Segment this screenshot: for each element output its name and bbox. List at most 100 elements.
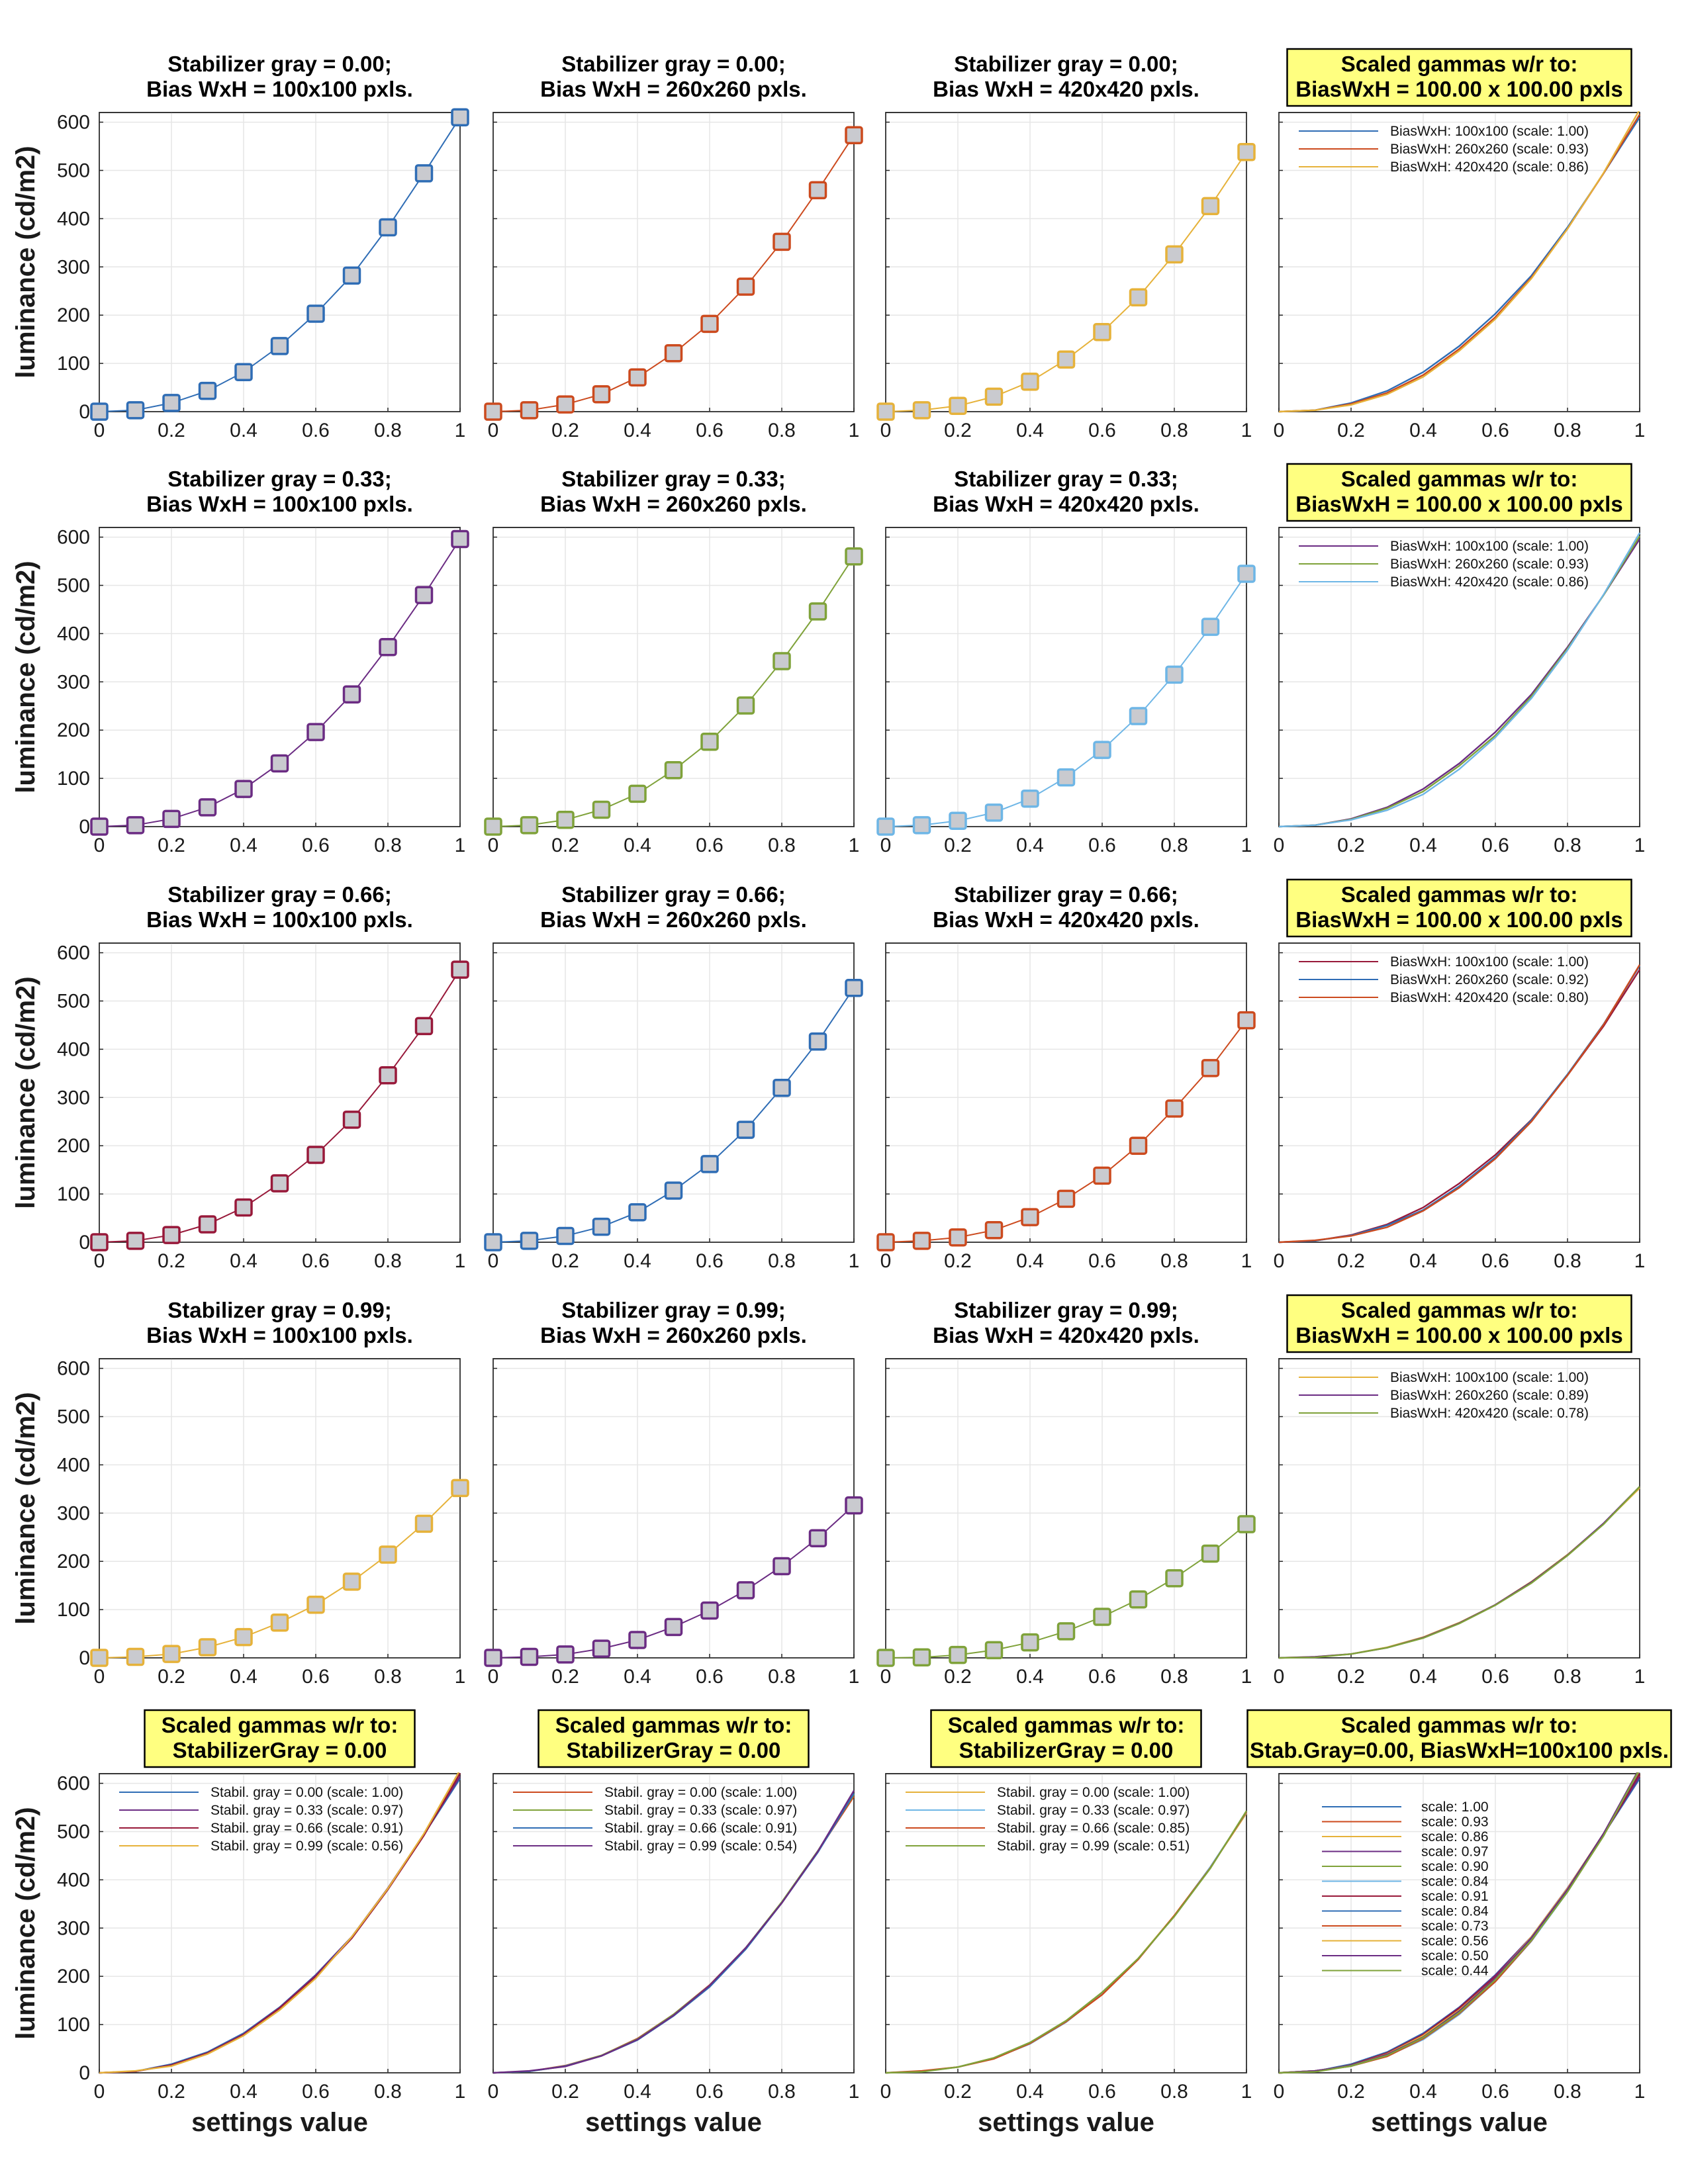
subplot-title-line1: Scaled gammas w/r to: [948,1713,1185,1737]
axes-box [99,942,461,1243]
x-tick-label: 1 [1241,2081,1252,2103]
x-tick-label: 0.2 [551,420,579,441]
data-marker [912,816,931,835]
subplot-title-line2: Bias WxH = 100x100 pxls. [146,77,413,101]
subplot-r3-c0: 0 0.2 0.4 0.6 0.8 1 0 100 200 300 400 500 600 Stabili… [11,1298,469,1688]
data-marker [126,1647,145,1666]
subplot-title-line2: BiasWxH = 100.00 x 100.00 pxls [1295,77,1622,101]
y-tick-label: 0 [79,816,90,838]
x-tick-label: 0.8 [1160,835,1188,856]
axes-frame [1278,1358,1640,1659]
y-tick-label: 100 [57,2014,90,2036]
axes-frame [1278,1773,1640,2073]
axes-frame [99,942,461,1243]
data-marker [1237,565,1256,583]
data-marker [845,1496,863,1515]
legend: BiasWxH: 100x100 (scale: 1.00) BiasWxH: 2… [1299,124,1589,175]
x-tick-label: 1 [849,1250,860,1272]
subplot-title-line2: Bias WxH = 260x260 pxls. [540,492,807,516]
x-tick-label: 0.6 [1088,420,1116,441]
data-marker [520,1232,539,1250]
axes-frame [492,112,855,412]
series-line [1279,111,1640,413]
axes-box [99,1358,461,1659]
legend-entry: Stabil. gray = 0.33 (scale: 0.97) [997,1803,1190,1818]
subplot-title-line1: Stabilizer gray = 0.00; [954,52,1178,76]
x-tick-label: 1 [1241,835,1252,856]
data-marker [270,754,289,773]
data-marker [90,1233,109,1251]
x-tick-label: 0.2 [551,2081,579,2103]
x-tick-label: 0.8 [1554,1666,1581,1688]
x-tick-label: 1 [1634,420,1646,441]
x-tick-label: 0 [488,1666,499,1688]
axes-box [885,1358,1247,1659]
title-highlight-box [1286,878,1632,938]
data-marker [912,1232,931,1250]
data-marker [234,363,253,381]
subplot-r0-c1: 0 0.2 0.4 0.6 0.8 1 Stabilizer gray = 0.00;Bia… [484,52,863,441]
x-tick-label: 0.6 [1088,1250,1116,1272]
y-tick-label: 100 [57,768,90,790]
x-tick-label: 0.6 [1088,2081,1116,2103]
title-highlight-box [930,1709,1202,1768]
data-marker [808,602,827,621]
subplot-title-line1: Stabilizer gray = 0.99; [954,1298,1178,1322]
data-marker [556,1645,575,1664]
axes-frame [885,1358,1247,1659]
plot-area [1279,964,1641,1244]
y-tick-label: 600 [57,1773,90,1795]
axes-box [99,527,461,827]
title-highlight-box [144,1709,416,1768]
y-tick-label: 100 [57,1183,90,1205]
x-tick-label: 1 [1634,1666,1646,1688]
legend: Stabil. gray = 0.00 (scale: 1.00) Stabil.… [119,1785,403,1854]
subplot-title-line2: Bias WxH = 420x420 pxls. [933,77,1199,101]
axes-box [99,112,461,412]
title-highlight-box [1286,48,1632,107]
data-marker [700,314,719,334]
data-marker [949,811,967,831]
x-tick-label: 0.4 [1409,1250,1437,1272]
data-marker [1021,1208,1039,1226]
x-tick-label: 0.4 [1409,835,1437,856]
x-tick-label: 0.2 [551,1666,579,1688]
data-marker [379,218,397,237]
data-marker [1201,617,1220,636]
data-marker [628,1203,647,1222]
y-axis-label: luminance (cd/m2) [11,1392,40,1624]
y-tick-label: 600 [57,942,90,964]
axes-frame [99,1358,461,1659]
data-marker [1201,1544,1220,1563]
x-axis-label: settings value [978,2108,1154,2137]
data-marker [451,108,469,127]
x-tick-label: 1 [1241,420,1252,441]
y-tick-label: 500 [57,1406,90,1428]
x-tick-label: 1 [849,1666,860,1688]
axes-frame [492,942,855,1243]
axes-frame [492,527,855,827]
data-marker [912,1648,931,1667]
data-marker [808,181,827,200]
legend-entry: BiasWxH: 260x260 (scale: 0.92) [1390,972,1589,987]
subplot-title-line1: Scaled gammas w/r to: [1341,1713,1578,1737]
subplot-title-line2: Bias WxH = 420x420 pxls. [933,492,1199,516]
plot-area [1279,1486,1640,1659]
legend-entry: scale: 0.84 [1421,1874,1489,1889]
x-tick-label: 0.8 [374,2081,402,2103]
y-tick-label: 300 [57,1917,90,1939]
subplot-title-line1: Stabilizer gray = 0.99; [561,1298,785,1322]
title-highlight-box [1286,463,1632,522]
data-marker [984,803,1004,822]
subplot-title-line2: Bias WxH = 420x420 pxls. [933,1323,1199,1347]
series-line [1279,964,1641,1244]
subplot-title-line1: Scaled gammas w/r to: [555,1713,792,1737]
data-marker [234,1198,253,1217]
legend-entry: BiasWxH: 100x100 (scale: 1.00) [1390,539,1589,554]
x-tick-label: 0.8 [374,420,402,441]
x-tick-label: 0.2 [551,1250,579,1272]
legend-entry: scale: 0.93 [1421,1815,1489,1830]
data-marker [520,401,539,420]
x-tick-label: 1 [849,2081,860,2103]
